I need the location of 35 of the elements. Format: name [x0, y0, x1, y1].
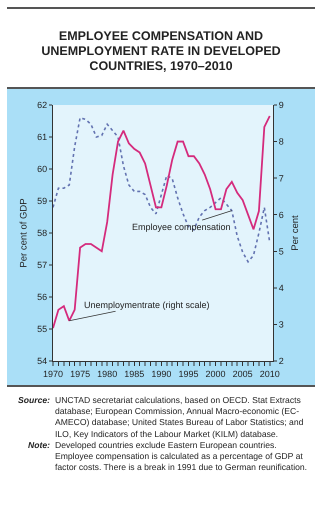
line-series — [53, 117, 271, 263]
y2-tick-label: 7 — [278, 173, 284, 184]
y2-tick-label: 4 — [278, 283, 284, 294]
source-note: Source: UNCTAD secretariat calculations, based on OECD. Stat Extracts database; European Commission, Annual Macro-economic (EC-AMECO) database; United States Bureau of Labor Statistics; and ILO, Key Indicators of the Labour Market (KILM) database. — [17, 395, 304, 440]
y2-tick-label: 6 — [278, 210, 284, 220]
text: Note: Developed countries exclude Eastern European countries. Employee compensation is calculated as a percentage of GDP at factor costs. There is a break in 1991 due to German reunification. — [27, 440, 308, 474]
series-label: Unemploymentrate (right scale) — [84, 300, 210, 310]
y-tick-label: 55 — [37, 324, 48, 334]
y2-tick-label: 8 — [278, 136, 284, 147]
x-tick-label: 1970 — [42, 368, 64, 379]
y2-axis-title: Per cent — [290, 214, 301, 251]
y2-tick-label: 5 — [278, 246, 284, 256]
y-tick-label: 56 — [37, 292, 48, 302]
y-tick-label: 62 — [37, 100, 48, 110]
y-tick-label: 59 — [37, 196, 48, 206]
y2-tick-label: 2 — [278, 356, 284, 366]
chart-title: EMPLOYEE COMPENSATION AND UNEMPLOYMENT RATE IN DEVELOPED COUNTRIES, 1970–2010 — [40, 28, 282, 75]
line-series — [53, 115, 271, 329]
x-tick-label: 1995 — [178, 368, 198, 379]
y-tick-label: 58 — [37, 228, 48, 238]
y-tick-label: 57 — [37, 260, 48, 270]
y2-tick-label: 3 — [278, 320, 284, 330]
x-tick-label: 2000 — [206, 368, 226, 379]
x-tick-label: 2005 — [232, 368, 253, 379]
x-tick-label: 1975 — [70, 368, 90, 379]
x-tick-label: 1985 — [124, 368, 144, 379]
series-label: Employee compensation — [132, 222, 231, 232]
y-tick-label: 61 — [37, 132, 48, 142]
x-tick-label: 1990 — [151, 368, 172, 379]
y-axis-title: Per cent of GDP — [18, 198, 30, 268]
y-tick-label: 54 — [37, 356, 48, 366]
x-tick-label: 1980 — [97, 368, 118, 379]
x-tick-label: 2010 — [260, 368, 280, 379]
y-tick-label: 60 — [37, 164, 48, 174]
y2-tick-label: 9 — [278, 100, 284, 110]
